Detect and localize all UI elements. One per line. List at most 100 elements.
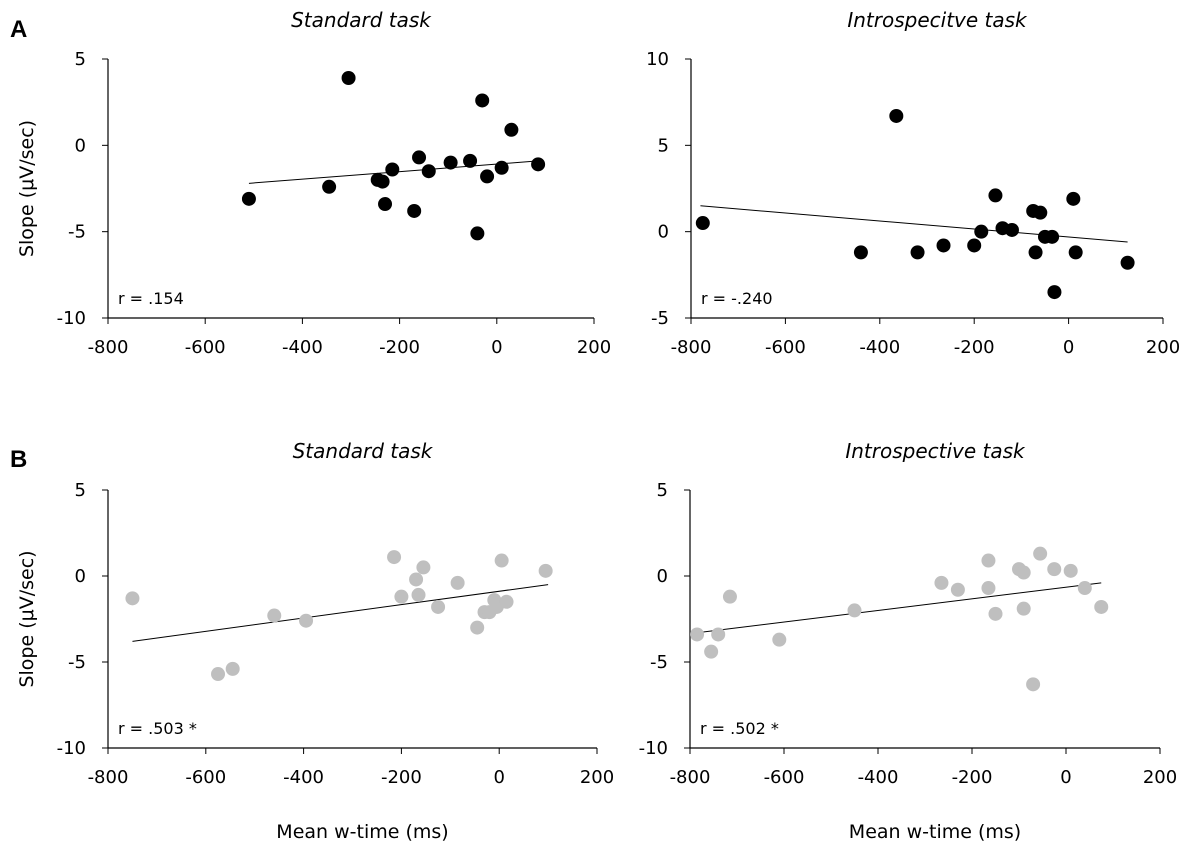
chart2-x-tick-label: 0 bbox=[1063, 337, 1074, 358]
chart4-data-point bbox=[981, 553, 996, 568]
chart3-correlation-label: r = .503 * bbox=[118, 719, 197, 738]
chart4-data-point bbox=[1063, 563, 1078, 578]
chart2-data-point bbox=[889, 108, 904, 123]
chart3-x-tick-label: -600 bbox=[185, 767, 226, 788]
chart3-data-point bbox=[211, 667, 226, 682]
chart1-data-point bbox=[475, 93, 490, 108]
chart2-data-point bbox=[695, 216, 710, 231]
chart4-data-point bbox=[711, 627, 726, 642]
chart2-y-tick-label: 10 bbox=[646, 49, 669, 70]
chart1-data-point bbox=[378, 197, 393, 212]
chart4-correlation-label: r = .502 * bbox=[700, 719, 779, 738]
chart1-data-point bbox=[494, 160, 509, 175]
chart3-data-point bbox=[409, 572, 424, 587]
chart1-data-point bbox=[421, 164, 436, 179]
chart1-y-axis-label: Slope (μV/sec) bbox=[16, 120, 38, 257]
chart4-y-tick-label: -5 bbox=[650, 652, 668, 673]
chart4-trendline bbox=[696, 582, 1102, 634]
chart2-data-point bbox=[988, 188, 1003, 203]
chart4-data-point bbox=[1016, 565, 1031, 580]
chart4-data-point bbox=[1016, 601, 1031, 616]
chart4-y-tick-label: 5 bbox=[657, 480, 668, 501]
chart4-x-axis-label: Mean w-time (ms) bbox=[849, 821, 1021, 843]
chart1-x-tick-label: 200 bbox=[577, 337, 611, 358]
chart3-data-point bbox=[494, 553, 509, 568]
chart1-data-point bbox=[407, 203, 422, 218]
chart2-x-tick-label: -200 bbox=[954, 337, 995, 358]
panel-letter-a: A bbox=[10, 16, 28, 43]
chart3-x-axis-label: Mean w-time (ms) bbox=[276, 821, 448, 843]
chart3-y-tick-label: 0 bbox=[75, 566, 86, 587]
chart3-data-point bbox=[538, 563, 553, 578]
chart4-data-point bbox=[934, 575, 949, 590]
chart4-x-tick-label: -800 bbox=[670, 767, 711, 788]
chart1-x-tick-label: -600 bbox=[185, 337, 226, 358]
chart3-data-point bbox=[431, 599, 446, 614]
chart3-data-point bbox=[416, 560, 431, 575]
chart1-correlation-label: r = .154 bbox=[118, 289, 184, 308]
chart3-data-point bbox=[499, 594, 514, 609]
chart3-data-point bbox=[225, 661, 240, 676]
chart1-data-point bbox=[443, 155, 458, 170]
chart2-y-tick-label: 0 bbox=[658, 222, 669, 243]
chart1-x-tick-label: -200 bbox=[379, 337, 420, 358]
chart3-y-axis-label: Slope (μV/sec) bbox=[16, 550, 38, 687]
chart1-x-tick-label: 0 bbox=[491, 337, 502, 358]
chart2-data-point bbox=[1004, 222, 1019, 237]
chart1-data-point bbox=[470, 226, 485, 241]
chart3-data-point bbox=[267, 608, 282, 623]
chart2-trendline bbox=[700, 205, 1128, 243]
chart4-data-point bbox=[690, 627, 705, 642]
chart4-data-point bbox=[772, 632, 787, 647]
chart4-x-tick-label: -600 bbox=[764, 767, 805, 788]
chart1-data-point bbox=[322, 179, 337, 194]
chart1-title: Standard task bbox=[291, 8, 432, 32]
chart2-data-point bbox=[910, 245, 925, 260]
chart2-data-point bbox=[1068, 245, 1083, 260]
chart3-x-tick-label: -200 bbox=[381, 767, 422, 788]
chart4-data-point bbox=[950, 582, 965, 597]
chart2-y-tick-label: 5 bbox=[658, 135, 669, 156]
chart4-x-tick-label: 0 bbox=[1060, 767, 1071, 788]
chart2-data-point bbox=[1045, 229, 1060, 244]
chart3-y-tick-label: -5 bbox=[68, 652, 86, 673]
chart3-data-point bbox=[450, 575, 465, 590]
chart3-data-point bbox=[125, 591, 140, 606]
chart4-x-tick-label: -400 bbox=[858, 767, 899, 788]
chart4-title: Introspective task bbox=[845, 439, 1026, 463]
chart1-data-point bbox=[531, 157, 546, 172]
chart2-data-point bbox=[1033, 205, 1048, 220]
chart2-x-tick-label: 200 bbox=[1146, 337, 1180, 358]
chart4-data-point bbox=[981, 581, 996, 596]
chart3-y-tick-label: 5 bbox=[75, 480, 86, 501]
chart2-x-tick-label: -600 bbox=[765, 337, 806, 358]
chart4-data-point bbox=[1094, 599, 1109, 614]
chart1-y-tick-label: -5 bbox=[68, 222, 86, 243]
chart2-correlation-label: r = -.240 bbox=[701, 289, 773, 308]
chart2-data-point bbox=[1028, 245, 1043, 260]
chart3-data-point bbox=[299, 613, 314, 628]
chart3-data-point bbox=[411, 587, 426, 602]
chart3-title: Standard task bbox=[293, 439, 434, 463]
chart1-data-point bbox=[412, 150, 427, 165]
chart3-x-tick-label: 0 bbox=[493, 767, 504, 788]
chart2-title: Introspecitve task bbox=[847, 8, 1028, 32]
chart2-x-tick-label: -400 bbox=[859, 337, 900, 358]
chart4-y-tick-label: 0 bbox=[657, 566, 668, 587]
chart2-data-point bbox=[936, 238, 951, 253]
chart3-data-point bbox=[394, 589, 409, 604]
chart4-x-tick-label: 200 bbox=[1143, 767, 1177, 788]
chart3-data-point bbox=[387, 550, 402, 565]
chart1-data-point bbox=[385, 162, 400, 177]
chart4-y-tick-label: -10 bbox=[639, 738, 668, 759]
chart2-data-point bbox=[853, 245, 868, 260]
chart2-data-point bbox=[1066, 191, 1081, 206]
chart1-y-tick-label: -10 bbox=[57, 308, 86, 329]
chart4-data-point bbox=[1033, 546, 1048, 561]
chart4-data-point bbox=[847, 603, 862, 618]
chart3-trendline bbox=[132, 584, 549, 642]
chart4-data-point bbox=[1026, 677, 1041, 692]
chart2-data-point bbox=[974, 224, 989, 239]
chart3-data-point bbox=[470, 620, 485, 635]
